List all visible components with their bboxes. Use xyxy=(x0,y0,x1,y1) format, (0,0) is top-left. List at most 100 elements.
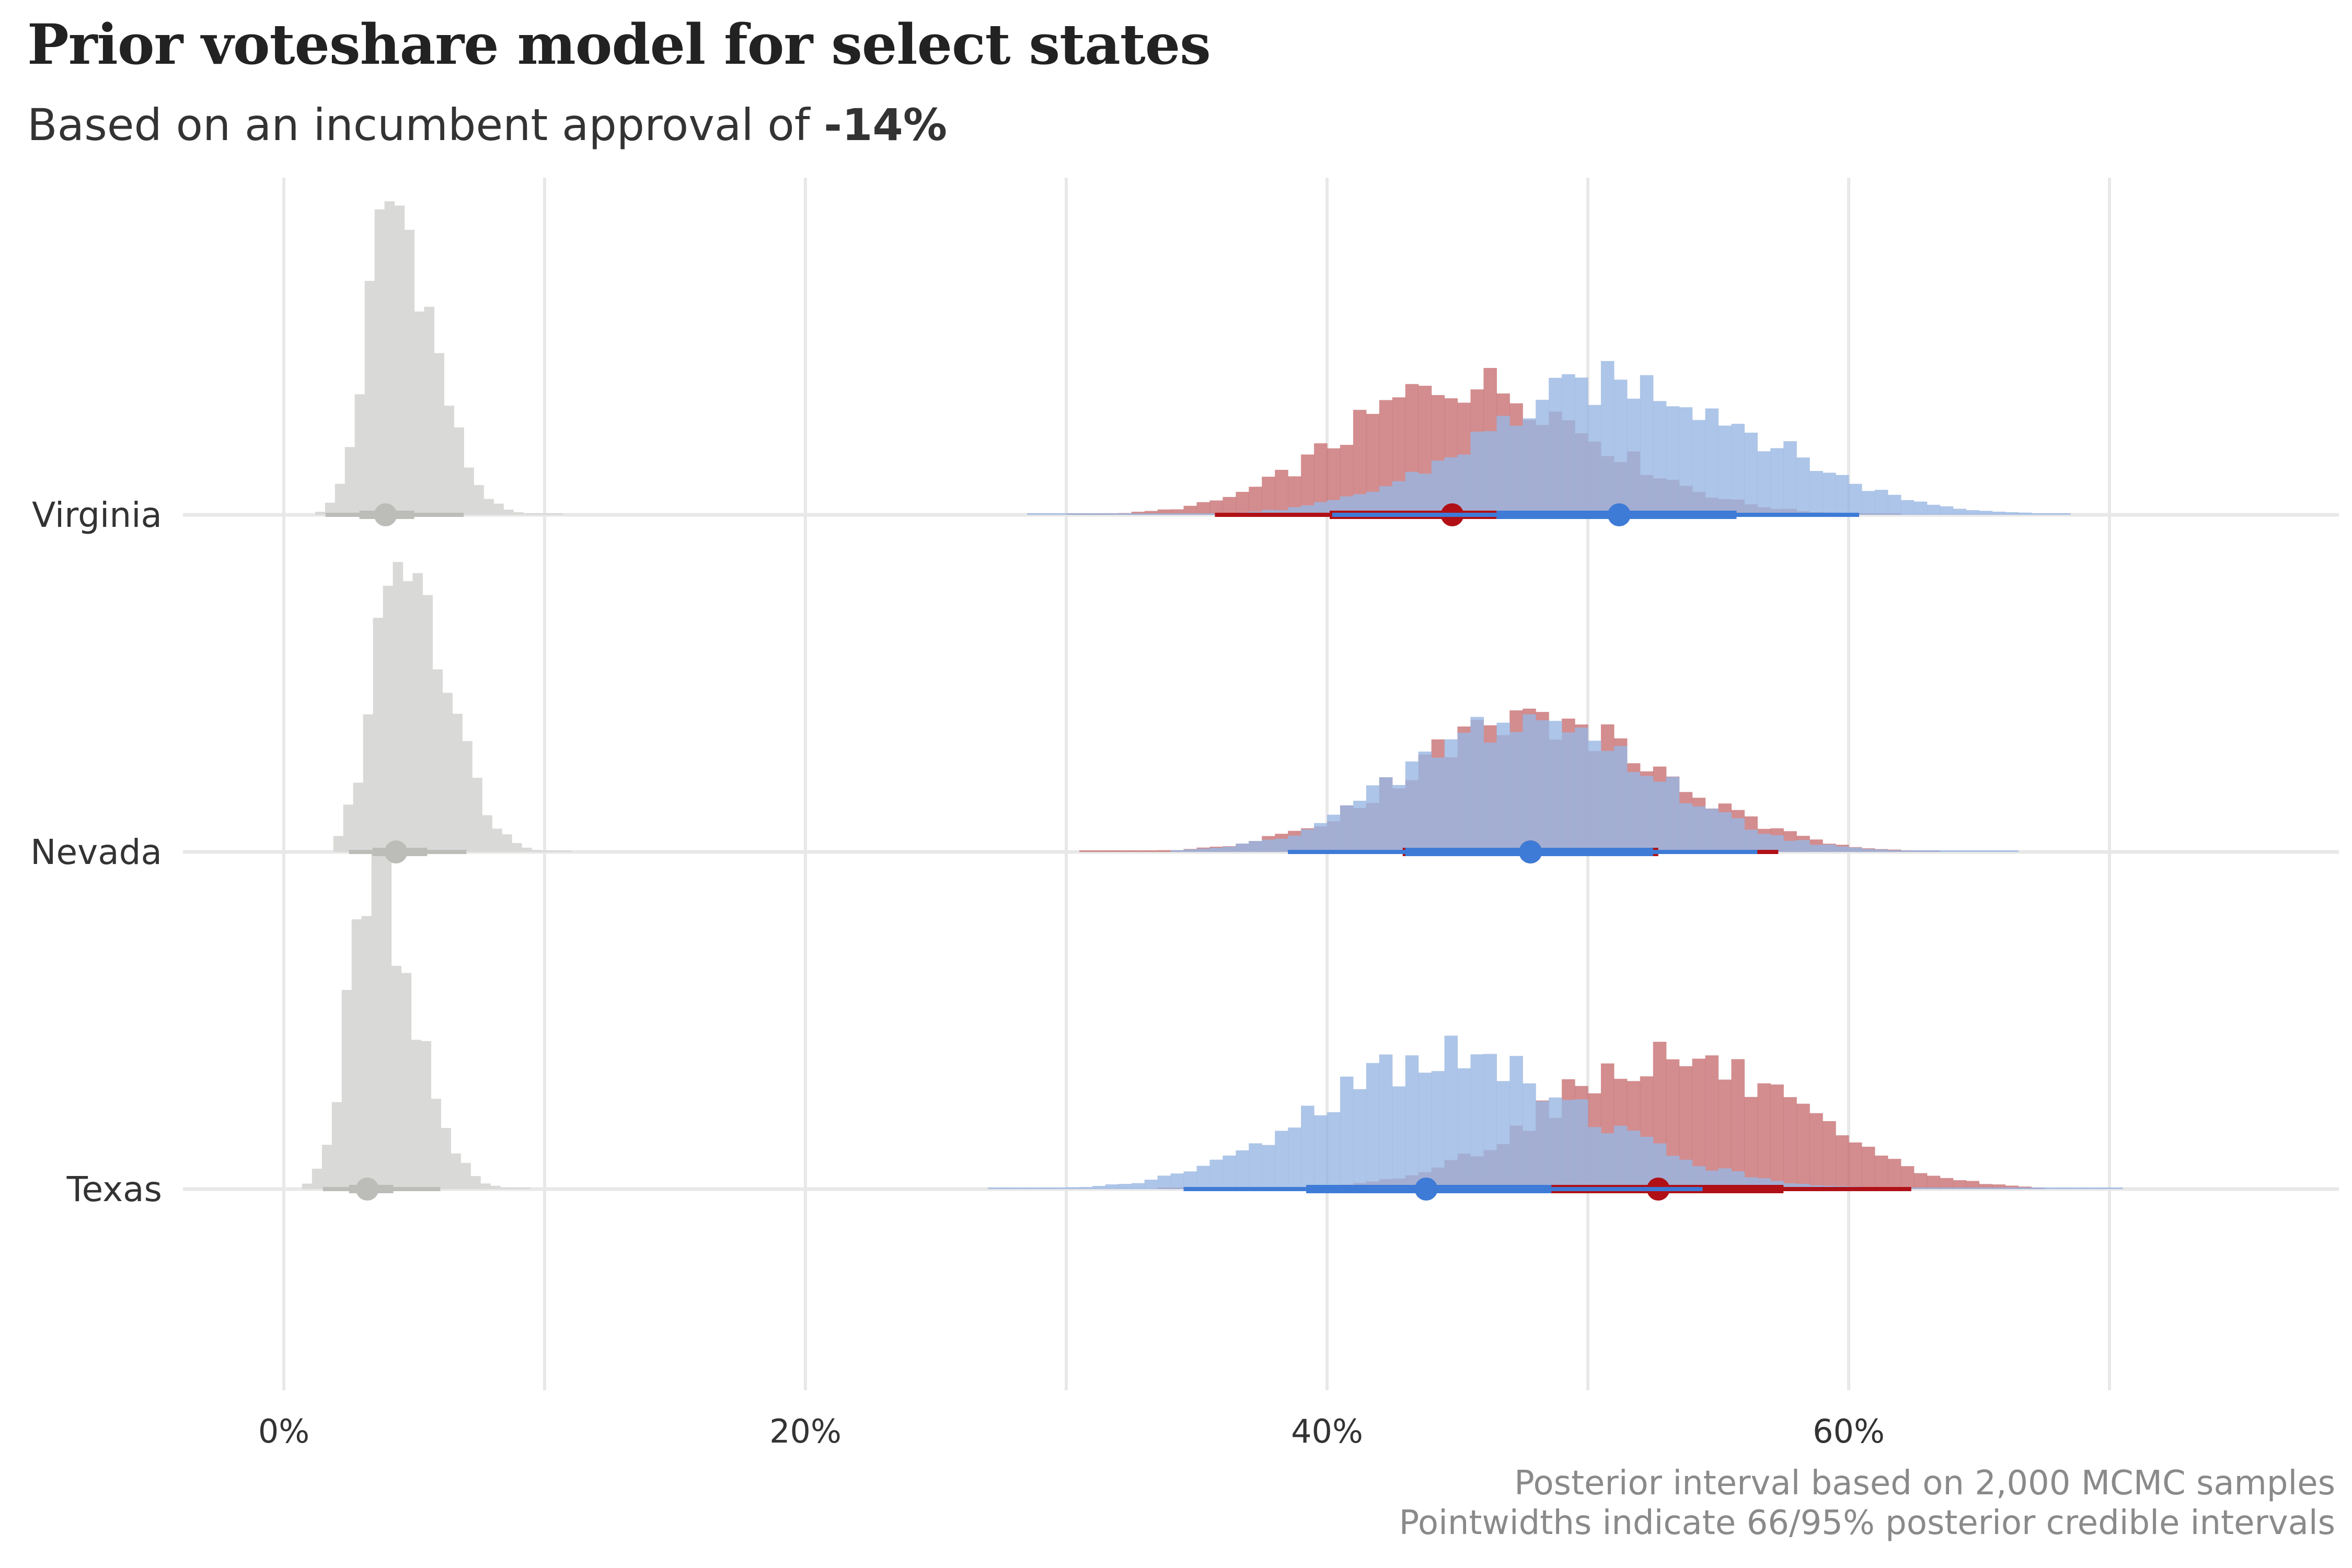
hist-bin xyxy=(1783,1097,1797,1189)
hist-bin xyxy=(533,513,544,515)
hist-bin xyxy=(552,513,563,515)
hist-bin xyxy=(1536,720,1549,852)
hist-bin xyxy=(1483,742,1497,852)
hist-bin xyxy=(422,595,433,852)
hist-bin xyxy=(1588,405,1601,515)
hist-bin xyxy=(1288,1127,1301,1189)
hist-bin xyxy=(1301,1105,1315,1189)
x-tick-label-0: 0% xyxy=(258,1412,309,1450)
hist-bin xyxy=(1288,835,1301,852)
subtitle-prefix: Based on an incumbent approval of xyxy=(27,99,824,151)
histogram-nevada-dem xyxy=(1170,714,2019,852)
hist-bin xyxy=(1900,1166,1915,1189)
hist-bin xyxy=(2057,1187,2071,1189)
hist-bin xyxy=(1418,1073,1432,1189)
hist-bin xyxy=(1366,1063,1380,1189)
hist-bin xyxy=(412,573,423,852)
hist-bin xyxy=(1262,1145,1275,1189)
hist-bin xyxy=(1405,761,1419,852)
hist-bin xyxy=(1836,1135,1849,1189)
hist-bin xyxy=(532,850,542,852)
hist-bin xyxy=(1874,490,1888,515)
hist-bin xyxy=(1092,1185,1106,1189)
hist-bin xyxy=(1092,513,1106,515)
hist-bin xyxy=(1705,809,1719,852)
hist-bin xyxy=(2005,1187,2019,1189)
hist-bin xyxy=(2057,513,2071,515)
hist-bin xyxy=(1392,481,1406,515)
hist-bin xyxy=(1131,513,1145,515)
hist-bin xyxy=(451,1154,461,1189)
hist-bin xyxy=(1966,1187,1980,1189)
hist-bin xyxy=(1705,408,1719,515)
hist-bin xyxy=(1157,1175,1171,1189)
hist-bin xyxy=(1418,474,1432,515)
hist-bin xyxy=(1861,849,1875,852)
interval-virginia-dem xyxy=(1332,503,1859,526)
hist-bin xyxy=(1731,1059,1745,1189)
hist-bin xyxy=(331,1102,342,1189)
hist-bin xyxy=(1887,1159,1901,1189)
chart-caption: Posterior interval based on 2,000 MCMC s… xyxy=(1399,1463,2335,1543)
hist-bin xyxy=(1470,431,1484,515)
hist-bin xyxy=(543,513,554,515)
hist-bin xyxy=(424,306,435,515)
hist-bin xyxy=(1927,1187,1941,1189)
x-tick-label-40: 40% xyxy=(1291,1412,1363,1450)
hist-bin xyxy=(1223,847,1236,852)
hist-bin xyxy=(1275,510,1288,515)
hist-bin xyxy=(483,499,494,515)
hist-bin xyxy=(1170,1173,1184,1189)
hist-bin xyxy=(1170,509,1184,515)
hist-bin xyxy=(454,427,464,515)
hist-bin xyxy=(513,512,524,515)
hist-bin xyxy=(1131,1183,1145,1189)
hist-bin xyxy=(474,485,484,515)
hist-bin xyxy=(1079,850,1093,852)
hist-bin xyxy=(1301,829,1315,852)
hist-bin xyxy=(1796,1183,1810,1189)
hist-bin xyxy=(1053,513,1067,515)
hist-bin xyxy=(1809,1113,1823,1189)
hist-bin xyxy=(1705,1055,1719,1189)
hist-bin xyxy=(1157,509,1171,515)
hist-bin xyxy=(1692,420,1706,515)
hist-bin xyxy=(1757,1083,1771,1189)
hist-bin xyxy=(1236,843,1249,852)
hist-bin xyxy=(1600,1133,1615,1189)
median-point xyxy=(1414,1178,1438,1201)
hist-bin xyxy=(490,1185,501,1189)
hist-bin xyxy=(1913,1187,1928,1189)
credible-intervals xyxy=(322,503,1911,1201)
hist-bin xyxy=(1770,835,1784,852)
hist-bin xyxy=(1953,1187,1967,1189)
hist-bin xyxy=(391,965,402,1189)
hist-bin xyxy=(1783,441,1797,515)
hist-bin xyxy=(343,804,354,852)
hist-bin xyxy=(1170,850,1184,852)
hist-bin xyxy=(2005,850,2019,852)
hist-bin xyxy=(1249,841,1262,852)
hist-bin xyxy=(1196,1166,1210,1189)
hist-bin xyxy=(2083,1187,2097,1189)
state-label-virginia: Virginia xyxy=(32,495,162,535)
hist-bin xyxy=(1379,777,1393,852)
hist-bin xyxy=(1340,805,1354,852)
hist-bin xyxy=(1196,513,1210,515)
hist-bin xyxy=(1431,460,1445,515)
hist-bin xyxy=(1575,377,1588,515)
hist-bin xyxy=(1209,1159,1223,1189)
hist-bin xyxy=(1301,454,1315,515)
hist-bin xyxy=(1627,398,1641,515)
hist-bin xyxy=(470,1176,481,1189)
hist-bin xyxy=(374,209,385,515)
hist-bin xyxy=(1600,751,1615,852)
hist-bin xyxy=(1640,776,1654,852)
hist-bin xyxy=(1144,1180,1158,1189)
hist-bin xyxy=(373,618,384,852)
hist-bin xyxy=(1183,505,1197,515)
median-point xyxy=(355,1178,379,1201)
x-tick-label-20: 20% xyxy=(769,1412,841,1450)
chart-subtitle: Based on an incumbent approval of -14% xyxy=(27,99,947,151)
